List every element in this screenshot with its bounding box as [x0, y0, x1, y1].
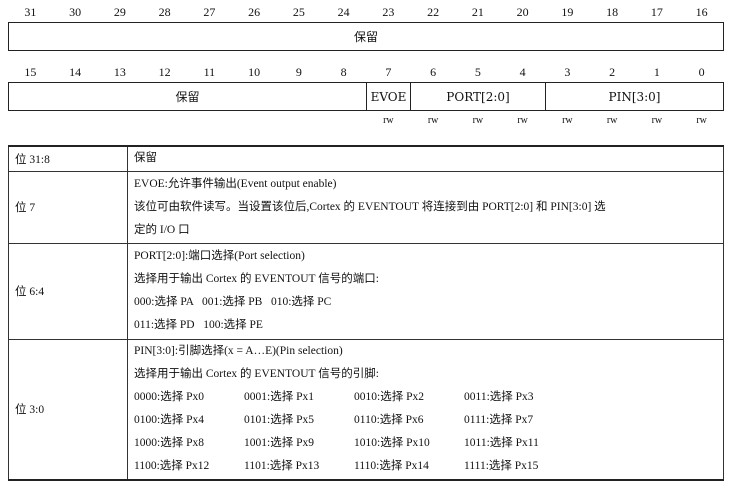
- description-line: 选择用于输出 Cortex 的 EVENTOUT 信号的端口:: [134, 273, 379, 285]
- pin-option: 1111:选择 Px15: [464, 460, 539, 473]
- bit-number: 20: [516, 5, 529, 19]
- bit-number: 6: [430, 65, 437, 79]
- bit-number: 8: [340, 65, 347, 79]
- pin-option: 1011:选择 Px11: [464, 437, 539, 450]
- description-line: 该位可由软件读写。当设置该位后,Cortex 的 EVENTOUT 将连接到由 …: [134, 200, 606, 213]
- access-label: rw: [517, 115, 528, 126]
- bit-number: 31: [24, 5, 37, 19]
- bits-cell: 位 6:4: [8, 242, 128, 340]
- pin-option: 1110:选择 Px14: [354, 460, 429, 473]
- description-line: 000:选择 PA 001:选择 PB 010:选择 PC: [134, 296, 332, 308]
- bit-number: 2: [609, 65, 616, 79]
- evoe-field: EVOE: [366, 82, 411, 111]
- pin-option: 1001:选择 Px9: [244, 437, 314, 450]
- bit-number: 4: [519, 65, 526, 79]
- access-label: rw: [472, 115, 484, 126]
- pin-field: PIN[3:0]: [545, 82, 724, 111]
- pin-option: 0100:选择 Px4: [134, 414, 204, 427]
- access-label: rw: [651, 115, 663, 126]
- bit-number: 1: [653, 65, 660, 79]
- bit-number: 29: [113, 5, 126, 19]
- pin-option: 0110:选择 Px6: [354, 414, 424, 427]
- reserved-lower-field: 保留: [8, 82, 367, 111]
- description-line: PIN[3:0]:引脚选择(x = A…E)(Pin selection): [134, 345, 343, 358]
- bit-number: 16: [695, 5, 708, 19]
- pin-options-grid: 0000:选择 Px0 0001:选择 Px1 0010:选择 Px2 0011:选择…: [134, 386, 717, 478]
- bit-number: 15: [24, 65, 37, 79]
- description-line: 定的 I/O 口: [134, 223, 190, 236]
- bit-number: 26: [248, 5, 261, 19]
- bit-number: 17: [650, 5, 663, 19]
- description-line: 011:选择 PD 100:选择 PE: [134, 319, 263, 331]
- pin-option: 1010:选择 Px10: [354, 437, 430, 450]
- description-line: PORT[2:0]:端口选择(Port selection): [134, 250, 305, 262]
- bit-number: 11: [203, 65, 216, 79]
- bit-number: 5: [474, 65, 481, 79]
- reserved-upper-field: 保留: [8, 22, 724, 51]
- bit-number: 0: [698, 65, 705, 79]
- pin-option: 1100:选择 Px12: [134, 460, 210, 473]
- table-row: 位 3:0 PIN[3:0]:引脚选择(x = A…E)(Pin selecti…: [8, 338, 724, 481]
- bits-cell: 位 3:0: [8, 338, 128, 481]
- description-line: EVOE:允许事件输出(Event output enable): [134, 177, 337, 190]
- table-row: 位 6:4 PORT[2:0]:端口选择(Port selection) 选择用…: [8, 242, 724, 340]
- bit-number: 28: [158, 5, 171, 19]
- table-row: 位 31:8 保留: [8, 145, 724, 172]
- description-line: 选择用于输出 Cortex 的 EVENTOUT 信号的引脚:: [134, 368, 379, 381]
- table-row: 位 7 EVOE:允许事件输出(Event output enable) 该位可…: [8, 170, 724, 244]
- bit-number: 30: [69, 5, 82, 19]
- bit-number: 13: [113, 65, 126, 79]
- pin-option: 0010:选择 Px2: [354, 391, 424, 404]
- pin-option: 0001:选择 Px1: [244, 391, 314, 404]
- bit-number: 21: [471, 5, 484, 19]
- access-label: rw: [696, 115, 707, 126]
- bit-number: 12: [158, 65, 171, 79]
- bit-number: 10: [248, 65, 261, 79]
- bit-description-table: 位 31:8 保留 位 7 EVOE:允许事件输出(Event output e…: [8, 145, 724, 481]
- pin-option: 0000:选择 Px0: [134, 391, 204, 404]
- pin-option: 0011:选择 Px3: [464, 391, 534, 404]
- bit-number: 18: [606, 5, 619, 19]
- bit-number: 25: [292, 5, 305, 19]
- description-line: 保留: [134, 152, 157, 165]
- pin-option: 1101:选择 Px13: [244, 460, 320, 473]
- bit-number: 19: [561, 5, 574, 19]
- access-label: rw: [383, 115, 394, 126]
- access-label: rw: [606, 115, 618, 126]
- bit-number: 23: [382, 5, 395, 19]
- bit-number: 7: [385, 65, 392, 79]
- bit-number: 27: [203, 5, 216, 19]
- access-label: rw: [562, 115, 573, 126]
- bits-cell: 位 7: [8, 170, 128, 244]
- port-field: PORT[2:0]: [410, 82, 546, 111]
- bit-number: 24: [337, 5, 350, 19]
- bit-number: 14: [69, 65, 82, 79]
- pin-option: 0111:选择 Px7: [464, 414, 534, 427]
- bits-cell: 位 31:8: [8, 145, 128, 172]
- bit-number: 9: [295, 65, 302, 79]
- access-label: rw: [427, 115, 439, 126]
- bit-number: 22: [427, 5, 440, 19]
- pin-option: 1000:选择 Px8: [134, 437, 204, 450]
- bit-number: 3: [564, 65, 571, 79]
- pin-option: 0101:选择 Px5: [244, 414, 314, 427]
